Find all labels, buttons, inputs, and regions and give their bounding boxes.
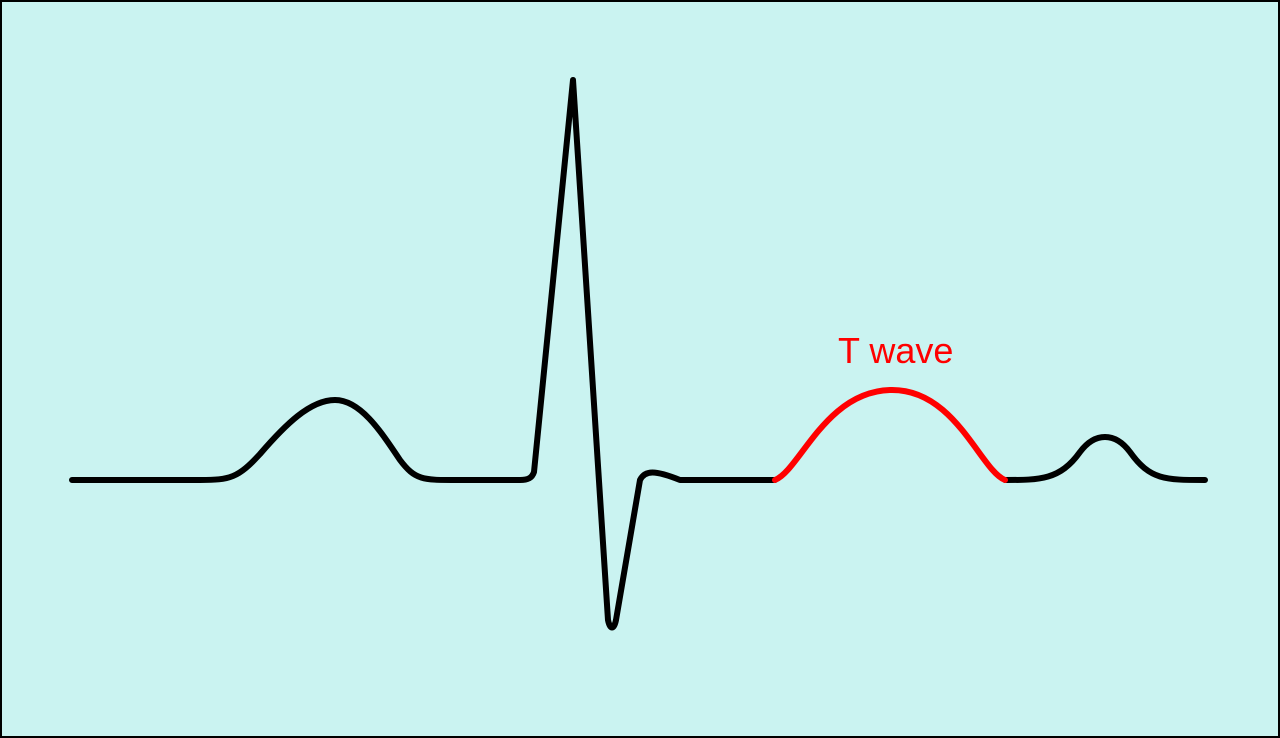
diagram-border (0, 0, 1280, 738)
ecg-diagram: T wave (0, 0, 1280, 738)
